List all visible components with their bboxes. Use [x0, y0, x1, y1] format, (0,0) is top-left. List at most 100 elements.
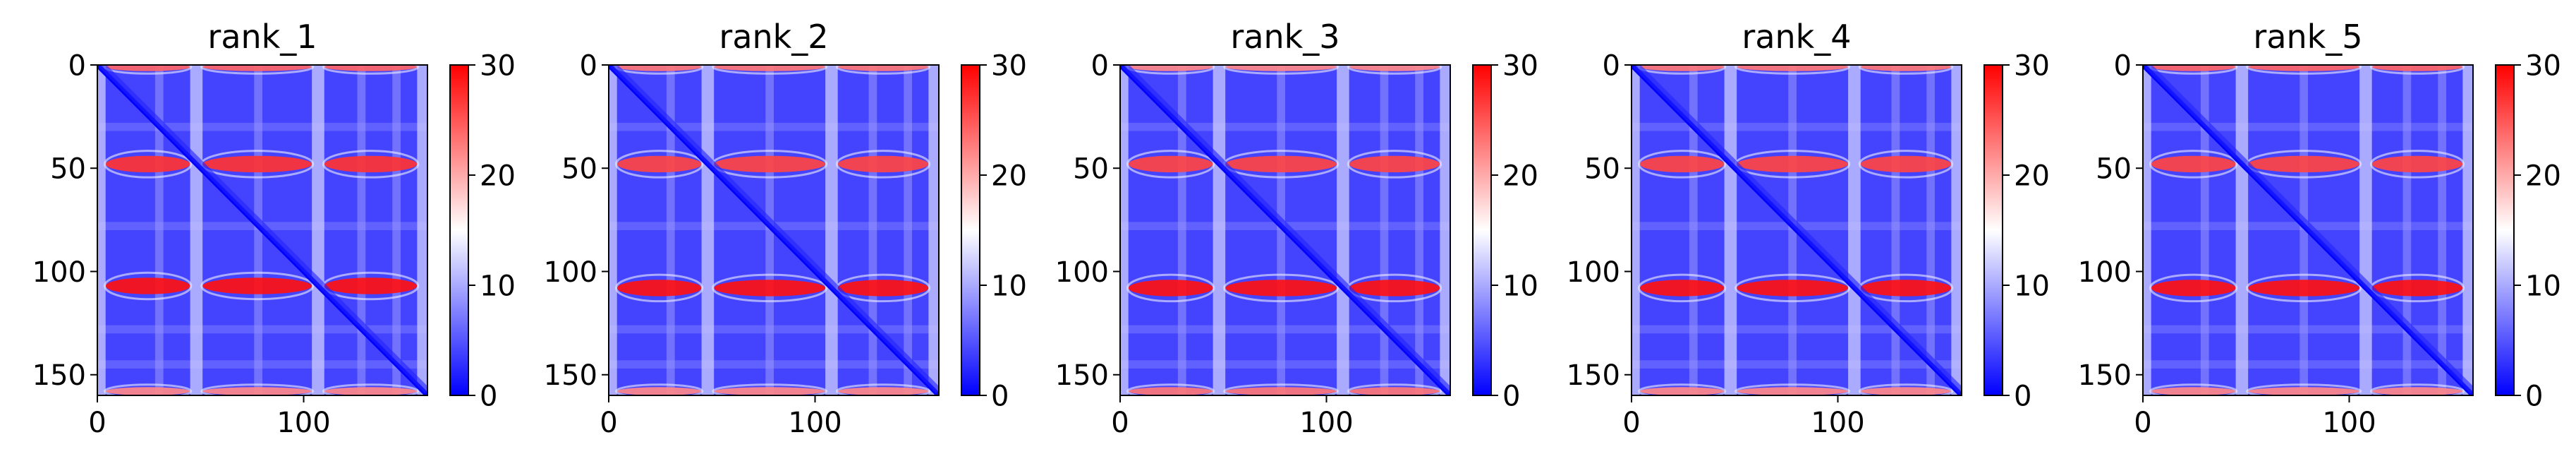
y-tick-label: 150 — [1055, 359, 1109, 392]
heatmap-streak-h — [1632, 360, 1962, 369]
colorbar-tick-label: 10 — [2525, 270, 2561, 302]
x-tick-label: 100 — [2322, 407, 2376, 439]
heatmap-band-lobe — [2371, 155, 2463, 173]
heatmap-band-edge — [712, 65, 828, 75]
heatmap-band-lobe — [1225, 387, 1337, 395]
plot-frame — [1119, 64, 1451, 396]
heatmap-streak-v — [2438, 65, 2446, 395]
heatmap-band-v — [1848, 65, 1861, 395]
colorbar-tick-label: 20 — [480, 160, 516, 192]
plot-frame — [2142, 64, 2474, 396]
heatmap-streak-v — [2299, 65, 2308, 395]
heatmap-band-lobe — [1737, 280, 1849, 297]
heatmap-band-edge — [712, 273, 828, 303]
heatmap-band-lobe — [1860, 155, 1952, 173]
colorbar-frame — [1472, 64, 1492, 396]
heatmap-band-lobe — [1349, 387, 1440, 395]
y-tick-label: 50 — [561, 153, 597, 186]
heatmap-band-lobe — [1639, 280, 1725, 297]
y-tick-label: 150 — [1567, 359, 1620, 392]
heatmap-band-lobe — [1225, 65, 1337, 71]
heatmap-band-lobe — [202, 155, 312, 173]
heatmap-band-lobe — [616, 387, 702, 395]
heatmap-band-lobe — [837, 280, 929, 297]
x-tick-label: 100 — [1299, 407, 1353, 439]
heatmap-streak-h — [97, 360, 427, 369]
heatmap-streak-v — [868, 65, 877, 395]
heatmap-streak-h — [2143, 325, 2473, 334]
heatmap-band-edge — [2149, 273, 2238, 303]
heatmap-band-edge — [1858, 383, 1954, 395]
heatmap-streak-h — [609, 360, 939, 369]
heatmap-band-v — [1632, 65, 1640, 395]
colorbar — [450, 65, 468, 395]
heatmap-band-edge — [835, 150, 931, 179]
heatmap-band-edge — [615, 383, 704, 395]
heatmap-cells — [1632, 65, 1962, 395]
colorbar-tick-label: 20 — [2014, 160, 2050, 192]
heatmap-streak-v — [392, 65, 401, 395]
colorbar-tick-label: 10 — [2014, 270, 2050, 302]
heatmap-cells — [609, 65, 939, 395]
heatmap-band-v — [312, 65, 324, 395]
heatmap-band-lobe — [2248, 387, 2360, 395]
heatmap-band-edge — [1858, 150, 1954, 179]
heatmap-band-v — [1951, 65, 1962, 395]
heatmap-band-edge — [1734, 383, 1851, 395]
colorbar-tick-label: 0 — [2014, 380, 2031, 412]
heatmap-band-lobe — [837, 387, 929, 395]
y-tick-label: 0 — [580, 49, 597, 82]
colorbar-tick-label: 20 — [1502, 160, 1538, 192]
plot-frame — [97, 64, 428, 396]
heatmap-band-edge — [2246, 273, 2362, 303]
heatmap-band-lobe — [1349, 65, 1440, 71]
heatmap-band-v — [97, 65, 106, 395]
heatmap-streak-v — [1891, 65, 1900, 395]
colorbar-tick-label: 10 — [480, 270, 516, 302]
heatmap-band-v — [2235, 65, 2249, 395]
heatmap-band-edge — [1223, 383, 1339, 395]
y-tick-label: 100 — [544, 256, 597, 289]
heatmap-band-edge — [104, 150, 193, 179]
heatmap-band-v — [825, 65, 838, 395]
y-tick-label: 150 — [2078, 359, 2132, 392]
heatmap-streak-v — [2200, 65, 2209, 395]
heatmap-band-lobe — [616, 280, 702, 297]
colorbar — [1984, 65, 2003, 395]
chart-title: rank_5 — [2253, 18, 2362, 56]
y-tick-label: 50 — [2096, 153, 2132, 186]
x-tick-label: 100 — [277, 407, 330, 439]
heatmap-band-lobe — [2151, 280, 2236, 297]
colorbar-tick-label: 20 — [2525, 160, 2561, 192]
heatmap-diagonal-halo — [99, 65, 427, 394]
heatmap-band-lobe — [616, 65, 702, 71]
colorbar — [1473, 65, 1491, 395]
heatmap-band-lobe — [837, 65, 929, 71]
y-tick-label: 100 — [32, 256, 86, 289]
x-tick-label: 0 — [1111, 407, 1129, 439]
colorbar-tick-label: 0 — [1502, 380, 1520, 412]
heatmap-band-edge — [2246, 383, 2362, 395]
heatmap-band-lobe — [1128, 65, 1213, 71]
heatmap-band-lobe — [2371, 65, 2463, 71]
chart-title: rank_3 — [1230, 18, 1339, 56]
heatmap-band-edge — [1734, 273, 1851, 303]
y-tick-label: 0 — [2114, 49, 2132, 82]
heatmap-band-edge — [2246, 65, 2362, 75]
heatmap-band-lobe — [1225, 280, 1337, 297]
heatmap-band-lobe — [324, 277, 418, 294]
heatmap-band-edge — [835, 383, 931, 395]
heatmap-band-v — [2359, 65, 2372, 395]
heatmap-cells — [1120, 65, 1450, 395]
heatmap-band-lobe — [1639, 155, 1725, 173]
heatmap-band-lobe — [714, 280, 826, 297]
heatmap-band-lobe — [1128, 155, 1213, 173]
heatmap-band-lobe — [105, 65, 190, 71]
heatmap-band-lobe — [1737, 65, 1849, 71]
heatmap-band-lobe — [1860, 280, 1952, 297]
